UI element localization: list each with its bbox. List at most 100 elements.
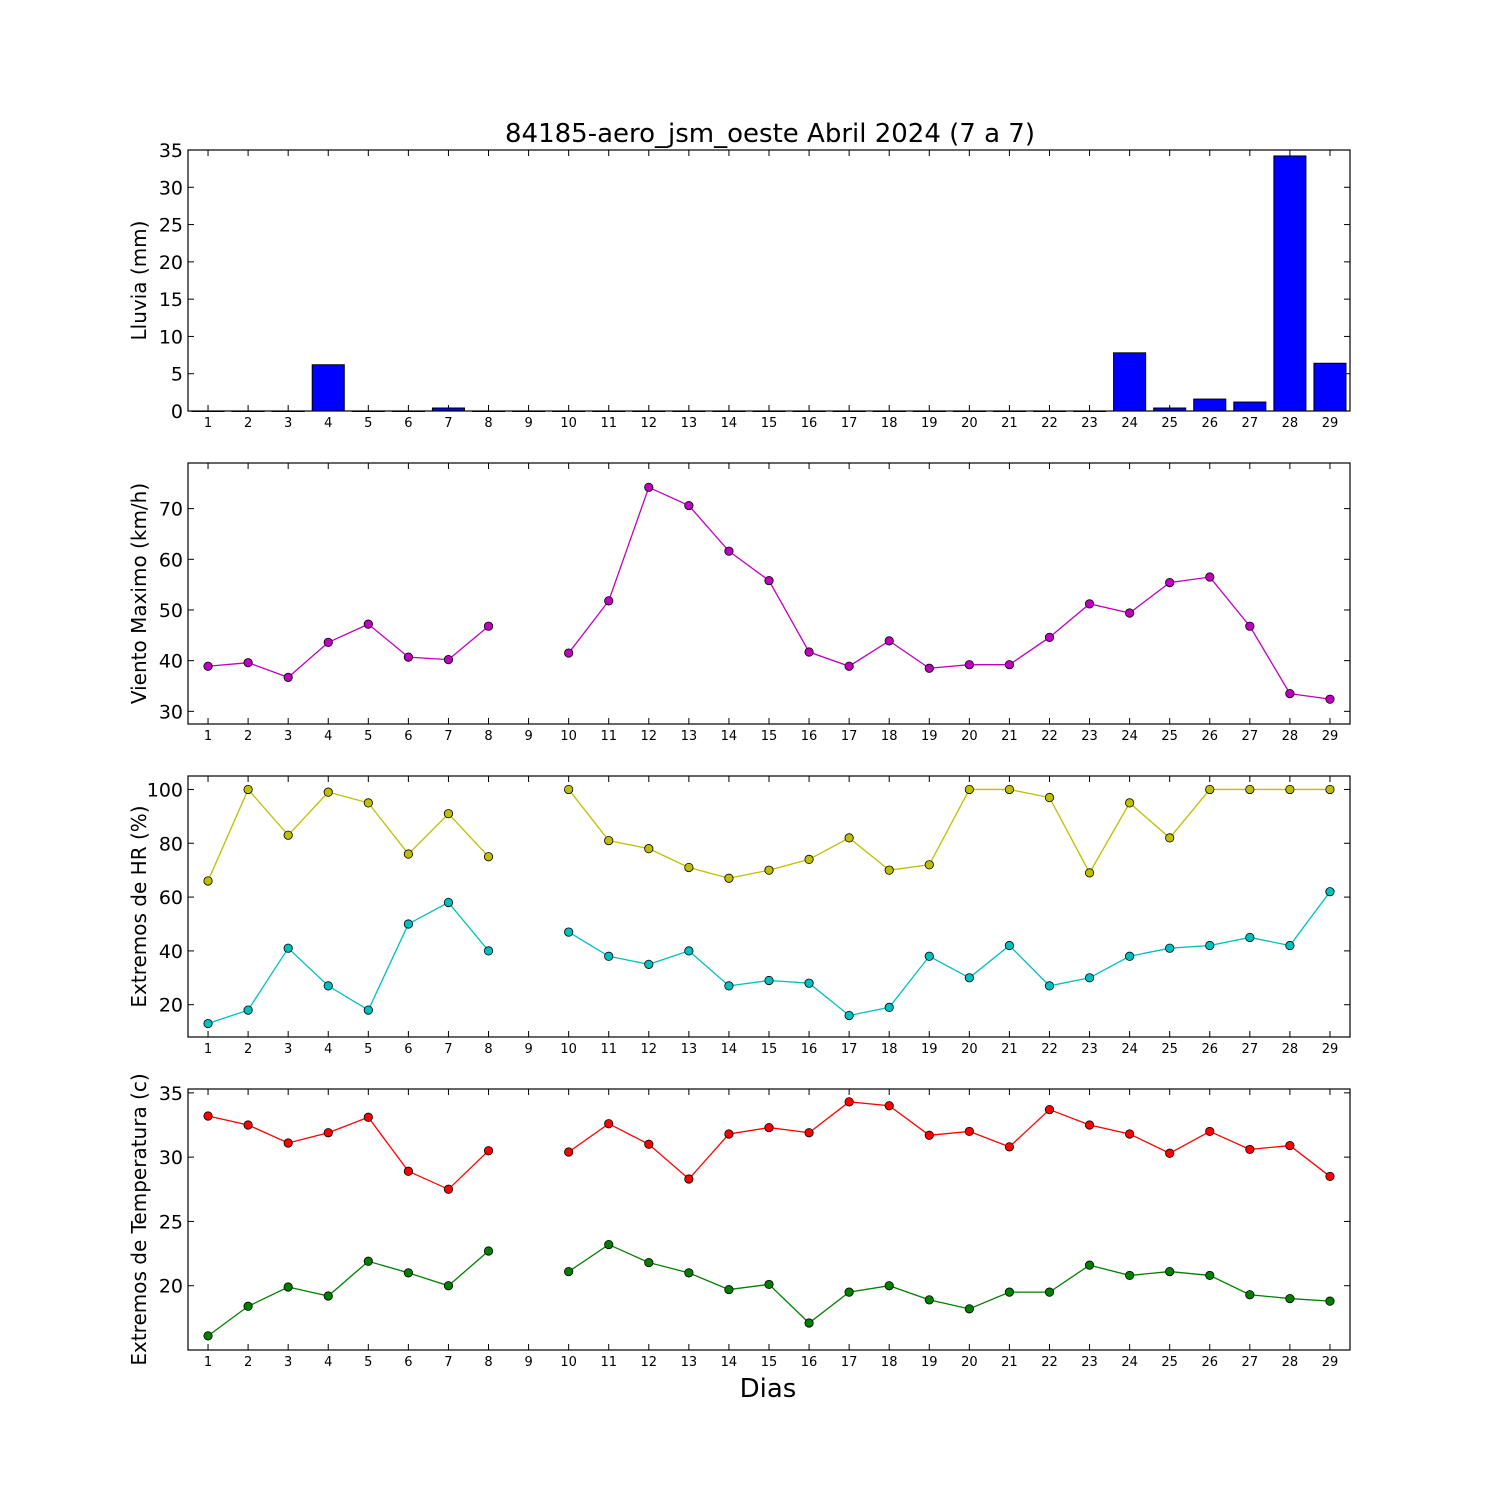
viento-series-0-point (243, 658, 253, 668)
humedad-ytick-label: 40 (159, 941, 183, 963)
humedad-xtick-label: 21 (1001, 1042, 1018, 1057)
humedad-xtick-label: 29 (1322, 1042, 1339, 1057)
lluvia-bar (752, 410, 786, 412)
humedad-series-1-point (1205, 940, 1215, 951)
lluvia-xtick-label: 4 (324, 416, 332, 431)
humedad-ytick-label: 20 (159, 995, 183, 1017)
lluvia-bar (712, 410, 746, 412)
humedad-xtick-label: 3 (284, 1042, 292, 1057)
temperatura-ytick-label: 30 (159, 1147, 183, 1169)
humedad-ytick-label: 60 (159, 887, 183, 909)
humedad-series-0-point (243, 784, 253, 795)
temperatura-xtick-label: 19 (921, 1355, 938, 1370)
temperatura-series-1-point (684, 1268, 694, 1278)
temperatura-ytick-label: 25 (159, 1211, 183, 1233)
humedad-series-0-line (568, 788, 1330, 879)
temperatura-series-0-point (844, 1097, 854, 1107)
humedad-xtick-label: 24 (1121, 1042, 1138, 1057)
temperatura-series-0-point (323, 1128, 333, 1138)
lluvia-ytick-label: 25 (159, 215, 183, 237)
viento-xtick-label: 24 (1121, 729, 1138, 744)
lluvia-bar (1273, 155, 1307, 412)
lluvia-xtick-label: 11 (600, 416, 617, 431)
viento-ytick-label: 50 (159, 600, 183, 622)
humedad-series-1-point (323, 981, 333, 991)
temperatura-ytick-label: 20 (159, 1276, 183, 1298)
humedad-series-0-point (323, 787, 333, 797)
viento-ytick-label: 30 (159, 701, 183, 723)
temperatura-series-1-point (483, 1246, 494, 1256)
humedad-series-1-point (443, 897, 454, 908)
lluvia-bar (512, 410, 546, 412)
temperatura-xtick-label: 16 (801, 1355, 818, 1370)
humedad-series-1-line (568, 891, 1331, 1017)
lluvia-xtick-label: 15 (761, 416, 778, 431)
figure-title: 84185-aero_jsm_oeste Abril 2024 (7 a 7) (505, 119, 1035, 149)
viento-xtick-label: 26 (1201, 729, 1218, 744)
viento-series-0-point (1325, 694, 1335, 704)
humedad-series-1-line (207, 901, 490, 1025)
lluvia-bar (1113, 352, 1147, 412)
viento-xtick-label: 19 (921, 729, 938, 744)
humedad-xtick-label: 2 (244, 1042, 252, 1057)
humedad-series-0-point (644, 844, 654, 854)
lluvia-bar (872, 410, 906, 412)
temperatura-series-0-point (1285, 1140, 1295, 1151)
humedad-xtick-label: 6 (404, 1042, 412, 1057)
humedad-series-0-point (1044, 792, 1055, 803)
temperatura-series-1-point (1205, 1270, 1215, 1281)
viento-series-0-point (1004, 660, 1015, 670)
lluvia-bar (1313, 362, 1347, 412)
temperatura-xtick-label: 29 (1322, 1355, 1339, 1370)
viento-xtick-label: 13 (681, 729, 698, 744)
viento-xtick-label: 6 (404, 729, 412, 744)
temperatura-xtick-label: 10 (560, 1355, 577, 1370)
humedad-series-1-point (644, 959, 654, 969)
humedad-series-1-point (604, 951, 614, 961)
viento-series-0-point (724, 546, 734, 556)
viento-series-0-point (443, 655, 454, 665)
lluvia-xtick-label: 28 (1282, 416, 1299, 431)
temperatura-xtick-label: 1 (204, 1355, 212, 1370)
humedad-series-1-point (1084, 973, 1095, 983)
lluvia-bar (351, 410, 385, 412)
humedad-xtick-label: 4 (324, 1042, 332, 1057)
humedad-series-0-point (1165, 833, 1175, 843)
humedad-series-0-point (924, 860, 934, 870)
lluvia-xtick-label: 18 (881, 416, 898, 431)
viento-xtick-label: 11 (600, 729, 617, 744)
humedad-xtick-label: 16 (801, 1042, 818, 1057)
humedad-xtick-label: 7 (444, 1042, 452, 1057)
humedad-series-0-point (564, 784, 574, 795)
viento-xtick-label: 27 (1242, 729, 1259, 744)
temperatura-series-0-point (1044, 1104, 1055, 1115)
viento-series-0-point (564, 648, 574, 658)
temperatura-xtick-label: 5 (364, 1355, 372, 1370)
humedad-series-1-point (884, 1002, 894, 1013)
lluvia-bar (311, 364, 345, 412)
viento-series-0-point (644, 482, 654, 492)
lluvia-xtick-label: 21 (1001, 416, 1018, 431)
viento-ytick-label: 60 (159, 549, 183, 571)
temperatura-series-1-point (644, 1257, 654, 1268)
temperatura-xtick-label: 9 (524, 1355, 532, 1370)
temperatura-series-0-point (243, 1120, 253, 1130)
temperatura-series-1-point (1285, 1293, 1295, 1304)
temperatura-series-0-point (283, 1138, 293, 1148)
temperatura-series-1-point (1245, 1290, 1255, 1300)
viento-series-0-point (804, 647, 814, 657)
viento-xtick-label: 1 (204, 729, 212, 744)
humedad-series-0-point (203, 876, 213, 886)
viento-series-0-point (323, 637, 333, 648)
viento-xtick-label: 14 (721, 729, 738, 744)
temperatura-series-1-point (924, 1295, 934, 1305)
humedad-series-1-point (403, 919, 413, 929)
temperatura-xtick-label: 2 (244, 1355, 252, 1370)
humedad-series-1-point (283, 943, 293, 953)
temperatura-series-1-point (724, 1284, 734, 1295)
viento-series-0-line (568, 486, 1331, 700)
temperatura-series-0-point (483, 1146, 494, 1156)
temperatura-series-1-point (323, 1291, 333, 1301)
